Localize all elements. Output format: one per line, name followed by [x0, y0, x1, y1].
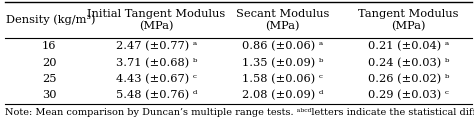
Text: 4.43 (±0.67) ᶜ: 4.43 (±0.67) ᶜ — [116, 74, 197, 84]
Text: 3.71 (±0.68) ᵇ: 3.71 (±0.68) ᵇ — [116, 58, 197, 68]
Text: 1.35 (±0.09) ᵇ: 1.35 (±0.09) ᵇ — [242, 58, 323, 68]
Text: 0.21 (±0.04) ᵃ: 0.21 (±0.04) ᵃ — [368, 41, 449, 51]
Text: Initial Tangent Modulus
(MPa): Initial Tangent Modulus (MPa) — [87, 9, 226, 31]
Text: 0.86 (±0.06) ᵃ: 0.86 (±0.06) ᵃ — [242, 41, 323, 51]
Text: 0.24 (±0.03) ᵇ: 0.24 (±0.03) ᵇ — [368, 58, 449, 68]
Text: Note: Mean comparison by Duncan’s multiple range tests. ᵃᵇᶜᵈletters indicate the: Note: Mean comparison by Duncan’s multip… — [5, 108, 474, 117]
Text: 16: 16 — [42, 41, 56, 51]
Text: 20: 20 — [42, 58, 56, 68]
Text: Secant Modulus
(MPa): Secant Modulus (MPa) — [236, 9, 329, 31]
Text: Tangent Modulus
(MPa): Tangent Modulus (MPa) — [358, 9, 459, 31]
Text: 5.48 (±0.76) ᵈ: 5.48 (±0.76) ᵈ — [116, 90, 197, 100]
Text: 2.08 (±0.09) ᵈ: 2.08 (±0.09) ᵈ — [242, 90, 323, 100]
Text: Density (kg/m³): Density (kg/m³) — [6, 15, 95, 25]
Text: 0.29 (±0.03) ᶜ: 0.29 (±0.03) ᶜ — [368, 90, 449, 100]
Text: 0.26 (±0.02) ᵇ: 0.26 (±0.02) ᵇ — [368, 74, 449, 84]
Text: 25: 25 — [42, 74, 56, 84]
Text: 1.58 (±0.06) ᶜ: 1.58 (±0.06) ᶜ — [242, 74, 323, 84]
Text: 30: 30 — [42, 90, 56, 100]
Text: 2.47 (±0.77) ᵃ: 2.47 (±0.77) ᵃ — [116, 41, 197, 51]
